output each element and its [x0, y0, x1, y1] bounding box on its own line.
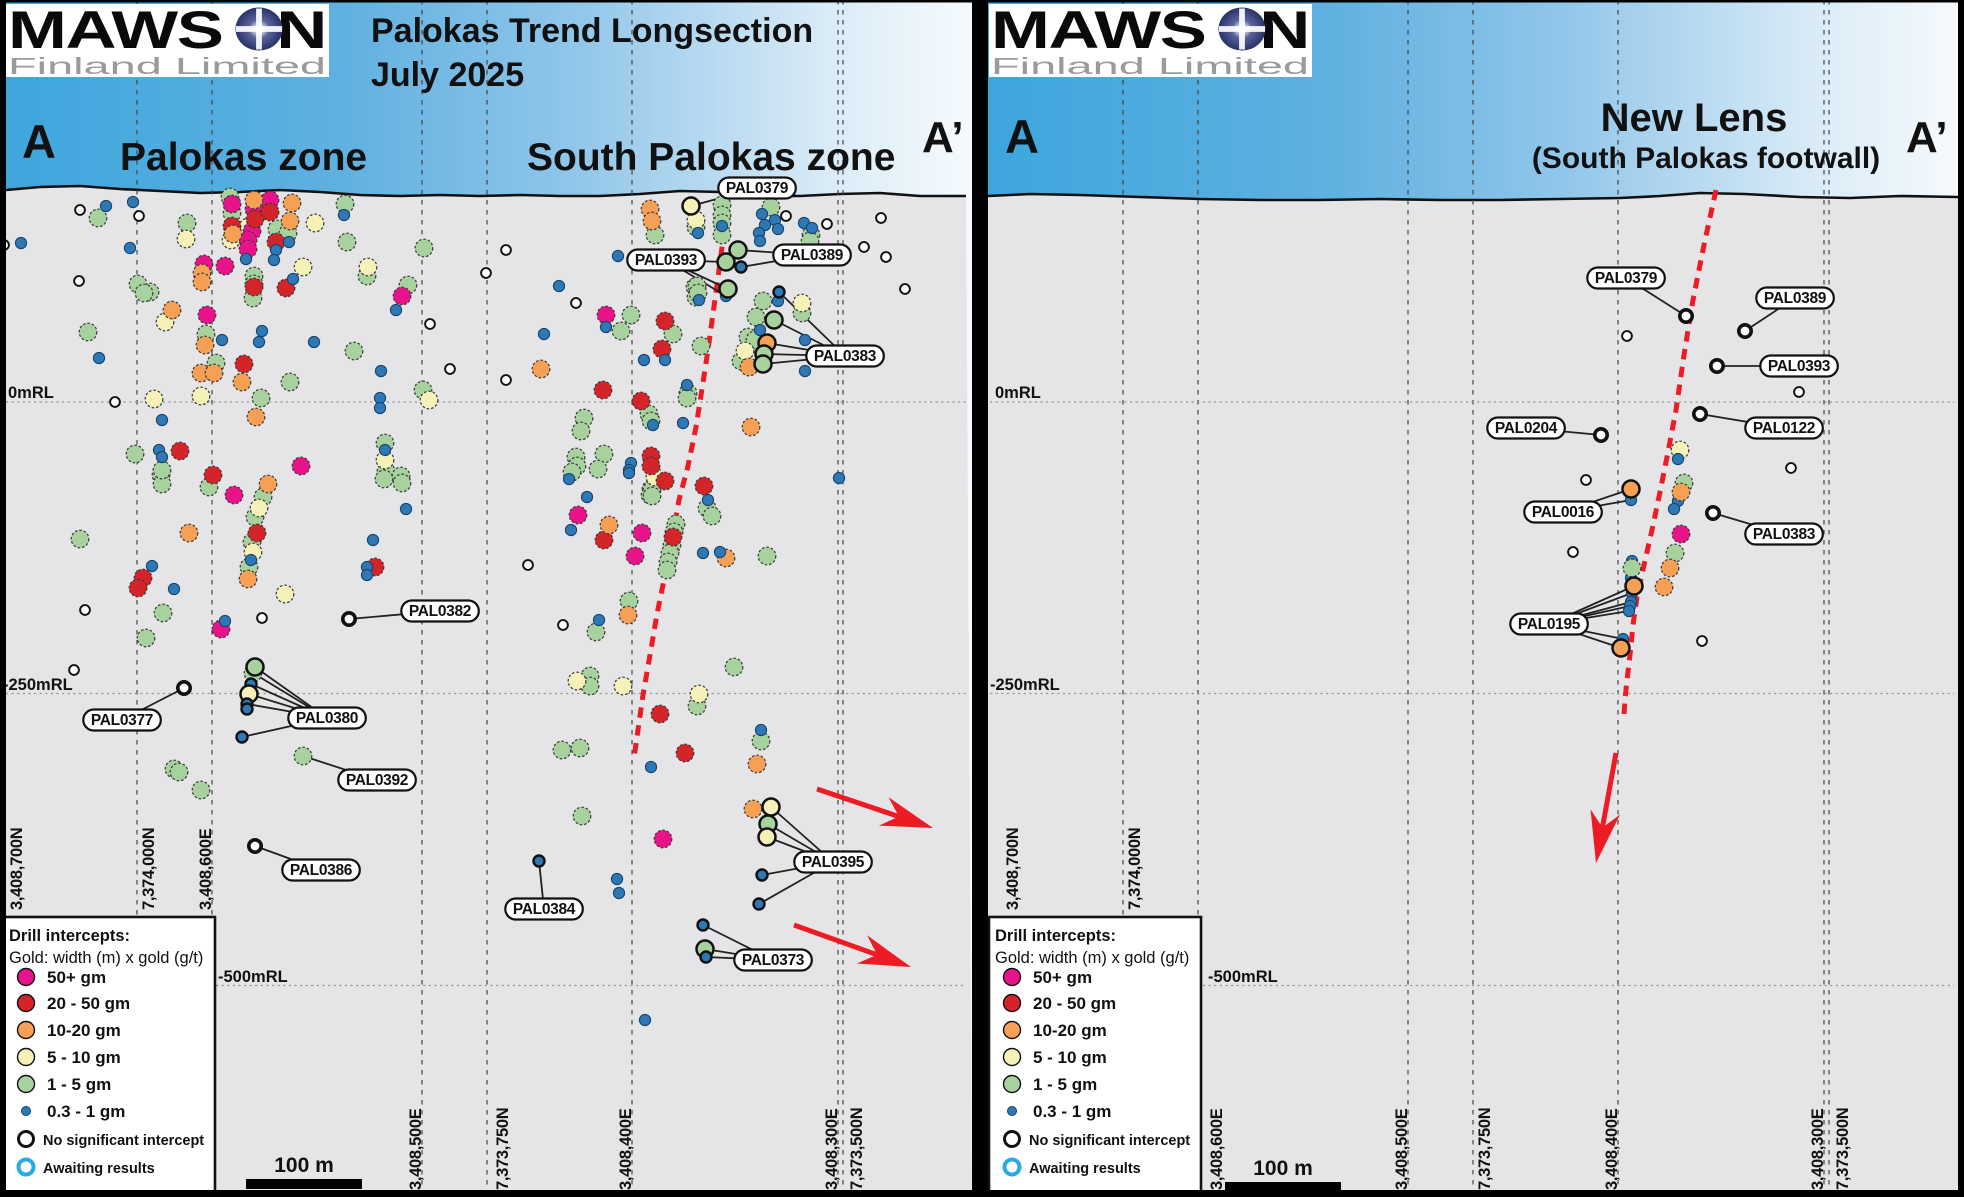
svg-text:-500mRL: -500mRL: [218, 968, 288, 986]
svg-text:7,374,000N: 7,374,000N: [140, 828, 158, 910]
svg-text:PAL0382: PAL0382: [409, 603, 471, 620]
svg-text:1 - 5 gm: 1 - 5 gm: [47, 1075, 111, 1094]
svg-text:10-20 gm: 10-20 gm: [1033, 1021, 1107, 1040]
svg-text:3,408,500E: 3,408,500E: [407, 1108, 425, 1190]
svg-text:PAL0379: PAL0379: [726, 180, 789, 197]
svg-text:50+ gm: 50+ gm: [1033, 968, 1092, 987]
svg-text:No significant intercept: No significant intercept: [1029, 1133, 1190, 1149]
svg-text:3,408,300E: 3,408,300E: [823, 1108, 841, 1190]
svg-text:Gold: width (m) x gold (g/t): Gold: width (m) x gold (g/t): [9, 949, 203, 967]
svg-text:PAL0379: PAL0379: [1595, 270, 1658, 287]
svg-text:PAL0384: PAL0384: [513, 901, 576, 918]
svg-text:PAL0389: PAL0389: [781, 247, 844, 264]
svg-text:3,408,300E: 3,408,300E: [1809, 1108, 1827, 1190]
svg-text:0mRL: 0mRL: [8, 384, 54, 402]
svg-text:7,373,750N: 7,373,750N: [494, 1108, 512, 1190]
svg-text:20 - 50 gm: 20 - 50 gm: [1033, 994, 1116, 1013]
svg-text:5 - 10 gm: 5 - 10 gm: [47, 1048, 121, 1067]
svg-text:10-20 gm: 10-20 gm: [47, 1021, 121, 1040]
svg-text:PAL0395: PAL0395: [802, 854, 865, 871]
svg-text:Palokas Trend Longsection: Palokas Trend Longsection: [371, 12, 813, 50]
svg-text:7,373,500N: 7,373,500N: [848, 1108, 866, 1190]
svg-text:100 m: 100 m: [274, 1154, 334, 1177]
svg-text:PAL0383: PAL0383: [814, 348, 877, 365]
svg-text:PAL0122: PAL0122: [1753, 420, 1815, 437]
svg-text:A: A: [22, 115, 56, 168]
svg-text:PAL0016: PAL0016: [1532, 504, 1595, 521]
svg-text:PAL0373: PAL0373: [742, 952, 805, 969]
svg-text:PAL0393: PAL0393: [635, 252, 698, 269]
svg-text:3,408,500E: 3,408,500E: [1393, 1108, 1411, 1190]
svg-text:3,408,700N: 3,408,700N: [1004, 828, 1022, 910]
svg-text:PAL0383: PAL0383: [1753, 526, 1816, 543]
svg-text:South Palokas zone: South Palokas zone: [527, 136, 895, 179]
svg-text:PAL0195: PAL0195: [1518, 616, 1581, 633]
svg-text:50+ gm: 50+ gm: [47, 968, 106, 987]
svg-text:New Lens: New Lens: [1601, 96, 1788, 140]
svg-text:7,373,500N: 7,373,500N: [1834, 1108, 1852, 1190]
svg-text:100 m: 100 m: [1253, 1157, 1313, 1180]
svg-text:0.3 - 1 gm: 0.3 - 1 gm: [1033, 1102, 1111, 1121]
svg-text:Palokas zone: Palokas zone: [120, 136, 367, 179]
svg-text:3,408,400E: 3,408,400E: [1603, 1108, 1621, 1190]
svg-text:PAL0393: PAL0393: [1768, 358, 1831, 375]
svg-text:Drill intercepts:: Drill intercepts:: [995, 927, 1116, 945]
svg-text:PAL0380: PAL0380: [296, 710, 358, 727]
svg-text:PAL0392: PAL0392: [346, 772, 408, 789]
svg-text:3,408,400E: 3,408,400E: [617, 1108, 635, 1190]
svg-text:7,373,750N: 7,373,750N: [1476, 1108, 1494, 1190]
svg-text:3,408,700N: 3,408,700N: [8, 828, 26, 910]
svg-text:Drill intercepts:: Drill intercepts:: [9, 927, 130, 945]
svg-text:0mRL: 0mRL: [995, 384, 1041, 402]
svg-text:20 - 50 gm: 20 - 50 gm: [47, 994, 130, 1013]
svg-text:Finland Limited: Finland Limited: [8, 53, 326, 79]
svg-text:Gold: width (m) x gold (g/t): Gold: width (m) x gold (g/t): [995, 949, 1189, 967]
svg-text:July 2025: July 2025: [371, 56, 524, 94]
svg-text:A’: A’: [922, 113, 964, 162]
svg-text:5 - 10 gm: 5 - 10 gm: [1033, 1048, 1107, 1067]
svg-text:A’: A’: [1906, 113, 1948, 162]
svg-text:Awaiting results: Awaiting results: [1029, 1161, 1141, 1177]
svg-text:Finland Limited: Finland Limited: [991, 53, 1309, 79]
svg-text:Awaiting results: Awaiting results: [43, 1161, 155, 1177]
svg-text:PAL0377: PAL0377: [91, 712, 153, 729]
svg-text:(South Palokas footwall): (South Palokas footwall): [1532, 142, 1880, 175]
svg-text:-250mRL: -250mRL: [990, 676, 1060, 694]
svg-text:-500mRL: -500mRL: [1208, 968, 1278, 986]
svg-text:-250mRL: -250mRL: [3, 676, 73, 694]
svg-text:0.3 - 1 gm: 0.3 - 1 gm: [47, 1102, 125, 1121]
svg-text:No significant intercept: No significant intercept: [43, 1133, 204, 1149]
svg-text:A: A: [1005, 110, 1039, 163]
svg-text:PAL0204: PAL0204: [1495, 420, 1558, 437]
svg-text:1 - 5 gm: 1 - 5 gm: [1033, 1075, 1097, 1094]
svg-text:PAL0389: PAL0389: [1764, 290, 1827, 307]
svg-text:7,374,000N: 7,374,000N: [1126, 828, 1144, 910]
svg-text:3,408,600E: 3,408,600E: [1208, 1108, 1226, 1190]
svg-text:3,408,600E: 3,408,600E: [197, 828, 215, 910]
svg-text:PAL0386: PAL0386: [290, 862, 353, 879]
